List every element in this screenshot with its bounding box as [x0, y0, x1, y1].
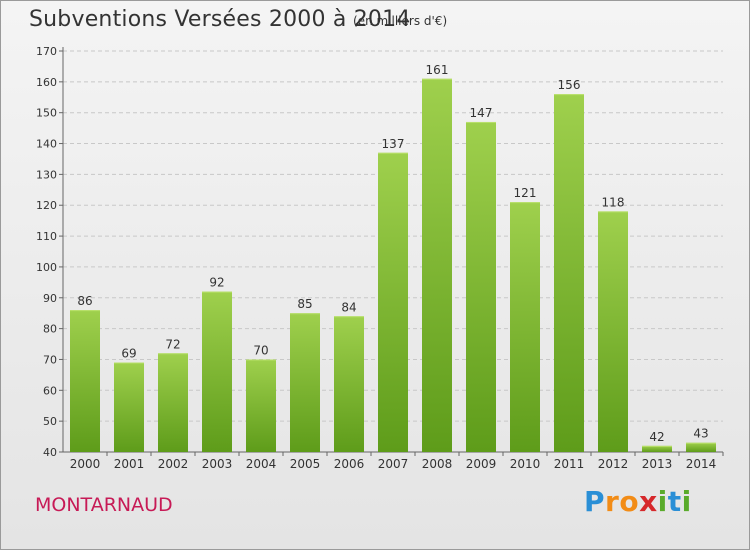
y-tick-label: 130: [36, 168, 57, 181]
y-tick-label: 90: [43, 292, 57, 305]
logo-letter: i: [657, 485, 668, 518]
x-tick-label: 2000: [70, 457, 101, 471]
y-tick-label: 160: [36, 76, 57, 89]
y-tick-label: 110: [36, 230, 57, 243]
bar: [642, 445, 672, 452]
bar: [422, 78, 452, 452]
chart-title: Subventions Versées 2000 à 2014: [29, 7, 411, 32]
data-label: 161: [426, 63, 449, 77]
bar: [290, 313, 320, 452]
logo-letter: t: [667, 485, 682, 518]
y-tick-label: 70: [43, 353, 57, 366]
logo-letter: i: [681, 485, 692, 518]
x-tick-label: 2006: [334, 457, 365, 471]
data-label: 92: [209, 276, 224, 290]
logo-letter: P: [584, 485, 606, 518]
x-tick-label: 2009: [466, 457, 497, 471]
data-label: 86: [77, 294, 92, 308]
data-label: 121: [514, 186, 537, 200]
bar: [554, 94, 584, 452]
bar: [466, 121, 496, 452]
bar: [114, 362, 144, 452]
y-tick-label: 100: [36, 261, 57, 274]
y-tick-label: 120: [36, 199, 57, 212]
bar: [202, 291, 232, 452]
commune-name: MONTARNAUD: [35, 494, 173, 516]
data-label: 72: [165, 337, 180, 351]
y-tick-label: 60: [43, 384, 57, 397]
bar: [598, 211, 628, 452]
x-tick-label: 2010: [510, 457, 541, 471]
data-label: 85: [297, 297, 312, 311]
bar: [334, 316, 364, 452]
bar: [378, 152, 408, 453]
x-tick-label: 2008: [422, 457, 453, 471]
x-tick-label: 2012: [598, 457, 629, 471]
x-tick-label: 2004: [246, 457, 277, 471]
bar: [246, 359, 276, 452]
y-tick-label: 80: [43, 323, 57, 336]
x-tick-label: 2013: [642, 457, 673, 471]
bar: [686, 442, 716, 452]
logo-letter: r: [605, 485, 620, 518]
data-label: 137: [382, 137, 405, 151]
x-tick-label: 2007: [378, 457, 409, 471]
y-tick-label: 50: [43, 415, 57, 428]
x-tick-label: 2002: [158, 457, 189, 471]
x-tick-label: 2001: [114, 457, 145, 471]
logo-letter: o: [619, 485, 640, 518]
bar: [70, 310, 100, 452]
data-label: 42: [649, 430, 664, 444]
data-label: 118: [602, 195, 625, 209]
data-label: 156: [558, 78, 581, 92]
x-tick-label: 2003: [202, 457, 233, 471]
y-tick-label: 140: [36, 138, 57, 151]
y-tick-label: 150: [36, 107, 57, 120]
x-tick-label: 2014: [686, 457, 717, 471]
proxiti-logo: Proxiti: [584, 485, 692, 518]
x-tick-label: 2005: [290, 457, 321, 471]
logo-letter: x: [639, 485, 658, 518]
data-label: 43: [693, 427, 708, 441]
data-label: 84: [341, 300, 356, 314]
data-label: 70: [253, 343, 268, 357]
data-label: 69: [121, 347, 136, 361]
bar: [510, 202, 540, 452]
y-tick-label: 40: [43, 446, 57, 459]
x-tick-label: 2011: [554, 457, 585, 471]
chart-subtitle: (en milliers d'€): [353, 14, 448, 28]
data-label: 147: [470, 106, 493, 120]
y-tick-label: 170: [36, 45, 57, 58]
bar: [158, 353, 188, 452]
